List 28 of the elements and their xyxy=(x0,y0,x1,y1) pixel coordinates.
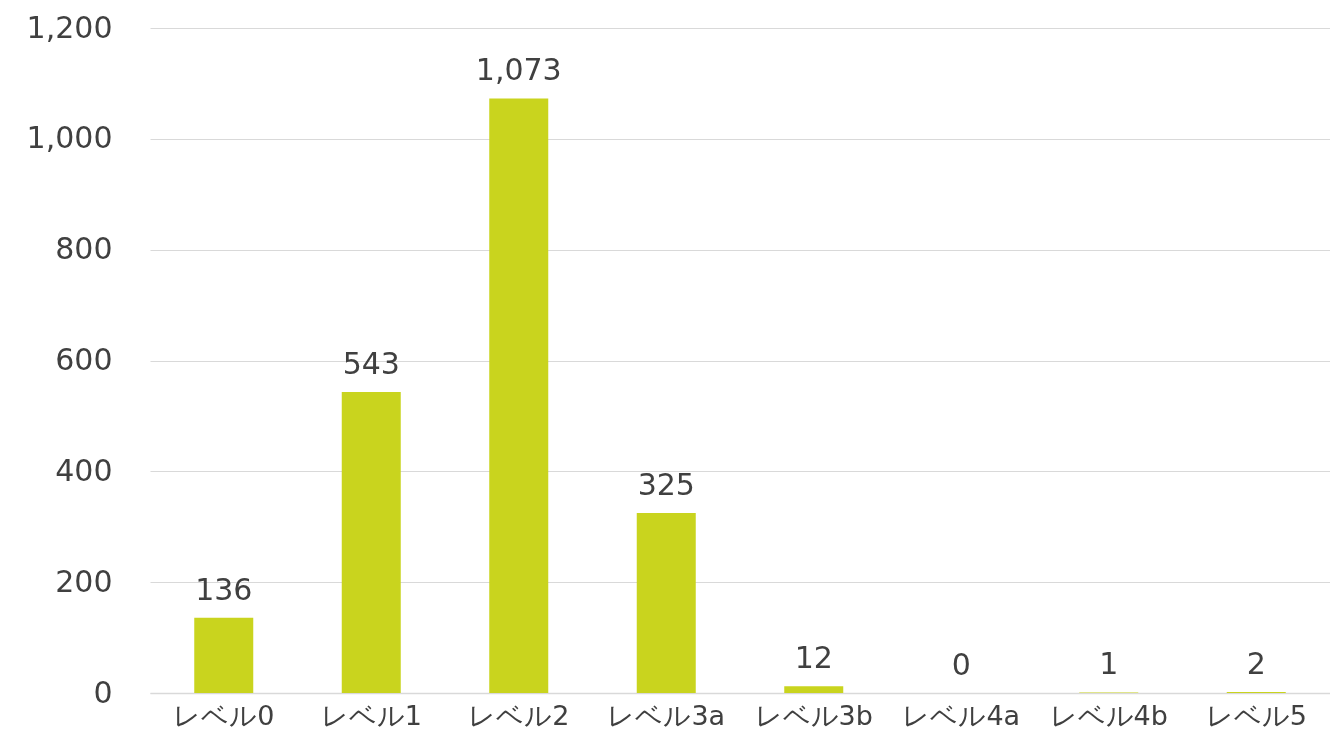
x-tick-label: レベル4a xyxy=(902,699,1021,731)
y-tick-label: 1,200 xyxy=(26,9,113,45)
x-tick-label: レベル1 xyxy=(320,699,422,731)
bar xyxy=(489,98,549,693)
x-tick-label: レベル3b xyxy=(754,699,873,731)
y-tick-label: 0 xyxy=(93,674,113,710)
x-tick-label: レベル5 xyxy=(1205,699,1307,731)
y-tick-label: 400 xyxy=(55,452,113,488)
data-label: 1,073 xyxy=(475,52,562,88)
data-label: 543 xyxy=(342,346,400,382)
y-tick-label: 800 xyxy=(55,231,113,267)
x-tick-label: レベル4b xyxy=(1049,699,1168,731)
data-label: 325 xyxy=(637,466,695,502)
data-label: 1 xyxy=(1099,646,1119,682)
data-label: 0 xyxy=(951,647,971,682)
data-label: 2 xyxy=(1246,645,1266,681)
x-tick-label: レベル0 xyxy=(173,699,275,731)
y-tick-label: 200 xyxy=(55,563,113,599)
bar xyxy=(194,617,254,693)
data-label: 12 xyxy=(794,640,833,676)
y-tick-label: 1,000 xyxy=(26,120,113,156)
data-label: 136 xyxy=(195,571,253,607)
bar xyxy=(636,512,696,693)
x-tick-label: レベル3a xyxy=(607,699,726,731)
y-tick-label: 600 xyxy=(55,342,113,377)
bar xyxy=(341,392,401,693)
x-tick-label: レベル2 xyxy=(468,699,570,731)
bar xyxy=(784,686,844,693)
